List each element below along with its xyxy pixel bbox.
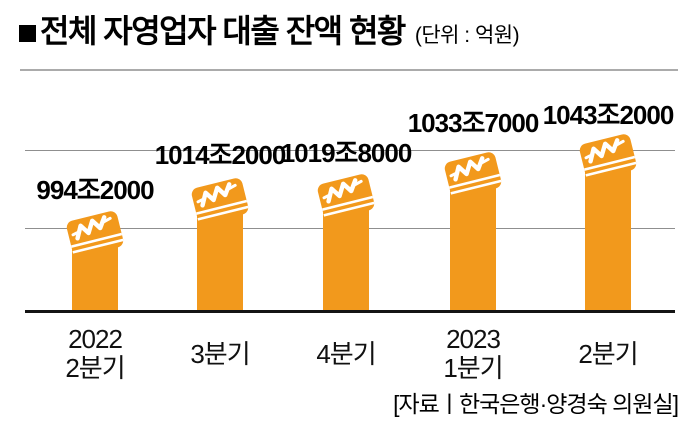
source-credit: [자료ㅣ한국은행·양경숙 의원실] (393, 391, 679, 417)
title-bullet-icon (19, 24, 36, 42)
won-banknotes-icon (191, 178, 249, 224)
bar-column (450, 180, 496, 310)
page-title: 전체 자영업자 대출 잔액 현황 (40, 13, 406, 49)
unit-label: (단위 : 억원) (414, 24, 520, 47)
bar-column (197, 206, 243, 310)
gridline (25, 150, 675, 151)
bar-column (323, 202, 369, 310)
chart-header: 전체 자영업자 대출 잔액 현황 (단위 : 억원) (19, 10, 520, 52)
x-axis-label: 3분기 (190, 338, 250, 369)
won-banknotes-icon (444, 152, 502, 198)
won-banknotes-icon (317, 174, 375, 220)
won-banknotes-icon (66, 211, 124, 257)
bar-value-label: 1019조8000 (280, 138, 413, 168)
bar-value-label: 1014조2000 (154, 140, 287, 170)
x-axis-label: 2022 2분기 (65, 324, 125, 383)
bar-value-label: 1033조7000 (407, 108, 540, 138)
x-axis-label: 4분기 (316, 338, 376, 369)
x-axis-label: 2023 1분기 (443, 324, 503, 383)
x-axis-label: 2분기 (578, 338, 638, 369)
bar-column (72, 239, 118, 310)
won-banknotes-icon (579, 134, 637, 180)
bar-value-label: 1043조2000 (542, 100, 675, 130)
header-divider-rule (20, 69, 678, 71)
bar-value-label: 994조2000 (36, 175, 154, 205)
bar-column (585, 162, 631, 310)
x-axis-line (25, 310, 675, 313)
